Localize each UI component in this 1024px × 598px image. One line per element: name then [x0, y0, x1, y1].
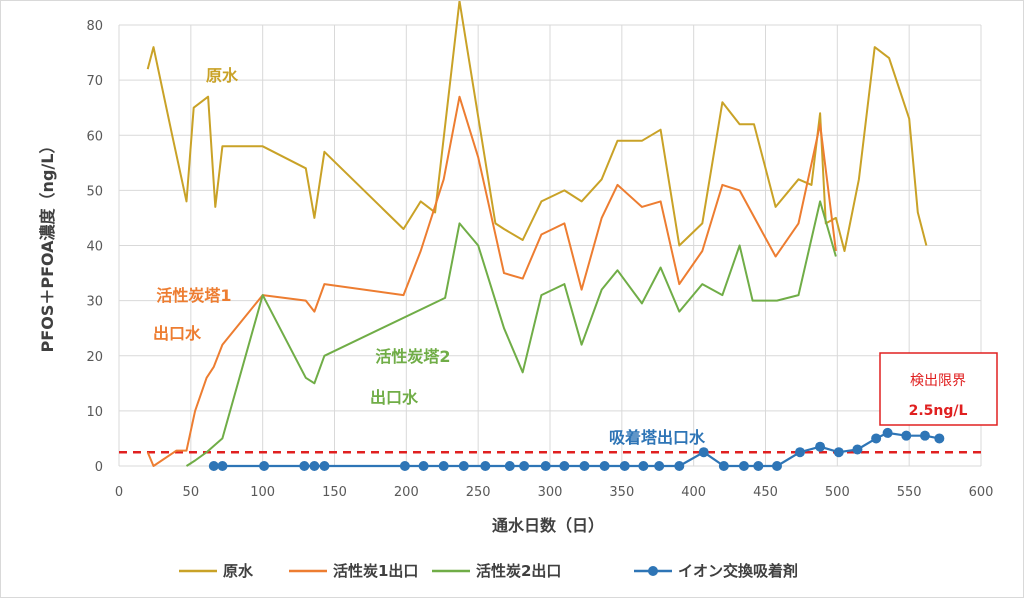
- data-point: [599, 461, 610, 471]
- data-point: [771, 461, 782, 471]
- data-point: [309, 461, 320, 471]
- series-lines: [146, 1, 945, 471]
- y-tick-label: 20: [86, 350, 103, 365]
- data-point: [919, 430, 930, 441]
- data-point: [217, 461, 228, 471]
- data-point: [299, 461, 310, 471]
- data-point: [559, 461, 570, 471]
- data-point: [794, 447, 805, 458]
- x-tick-label: 50: [183, 485, 200, 500]
- y-tick-label: 0: [95, 460, 103, 475]
- series-label-2: 活性炭塔1: [156, 286, 231, 305]
- x-tick-label: 250: [466, 485, 491, 500]
- detection-limit-label: 検出限界: [910, 373, 966, 389]
- data-point: [698, 447, 709, 458]
- series-line-4: [213, 431, 940, 468]
- data-point: [504, 461, 515, 471]
- legend-label: 活性炭2出口: [476, 562, 561, 580]
- data-point: [852, 444, 863, 455]
- data-point: [718, 461, 729, 471]
- y-tick-label: 30: [86, 295, 103, 310]
- data-point: [458, 461, 469, 471]
- series-line-3: [185, 200, 837, 467]
- x-axis-title: 通水日数（日）: [492, 516, 604, 535]
- x-tick-label: 300: [538, 485, 563, 500]
- data-point: [319, 461, 330, 471]
- x-tick-label: 450: [753, 485, 778, 500]
- x-tick-label: 400: [681, 485, 706, 500]
- data-point: [259, 461, 270, 471]
- data-point: [208, 461, 219, 471]
- data-point: [882, 427, 893, 438]
- data-point: [579, 461, 590, 471]
- data-point: [438, 461, 449, 471]
- grid-lines: [118, 24, 982, 467]
- data-point: [399, 461, 410, 471]
- legend-label: 活性炭1出口: [333, 562, 418, 580]
- data-point: [753, 461, 764, 471]
- series-label-2: 出口水: [153, 324, 202, 343]
- data-point: [815, 441, 826, 452]
- data-point: [480, 461, 491, 471]
- data-point: [418, 461, 429, 471]
- data-point: [654, 461, 665, 471]
- data-point: [833, 447, 844, 458]
- detection-limit-box: 検出限界 2.5ng/L: [879, 352, 998, 426]
- data-point: [934, 433, 945, 444]
- data-point: [540, 461, 551, 471]
- data-point: [738, 461, 749, 471]
- legend-label: イオン交換吸着剤: [678, 562, 798, 580]
- y-tick-label: 50: [86, 184, 103, 199]
- y-tick-label: 80: [86, 19, 103, 34]
- y-tick-label: 70: [86, 74, 103, 89]
- x-tick-label: 500: [825, 485, 850, 500]
- legend: 原水 活性炭1出口 活性炭2出口 イオン交換吸着剤: [179, 562, 798, 580]
- x-tick-label: 200: [394, 485, 419, 500]
- series-line-2: [146, 95, 837, 467]
- detection-limit-value: 2.5ng/L: [909, 403, 968, 419]
- legend-label: 原水: [223, 562, 254, 580]
- data-point: [871, 433, 882, 444]
- data-point: [519, 461, 530, 471]
- series-label-3: 出口水: [370, 388, 419, 407]
- series-label-1: 原水: [206, 66, 239, 85]
- x-tick-label: 100: [250, 485, 275, 500]
- x-axis-ticks: 0 50 100 150 200 250 300 350 400 450 500 550 600: [115, 485, 994, 500]
- x-tick-label: 0: [115, 485, 123, 500]
- data-point: [674, 461, 685, 471]
- series-label-3: 活性炭塔2: [375, 347, 450, 366]
- series-line-1: [146, 1, 928, 252]
- x-tick-label: 550: [897, 485, 922, 500]
- y-tick-label: 60: [86, 129, 103, 144]
- y-tick-label: 40: [86, 240, 103, 255]
- legend-marker: [648, 566, 658, 576]
- x-tick-label: 600: [969, 485, 994, 500]
- x-tick-label: 150: [322, 485, 347, 500]
- series-label-4: 吸着塔出口水: [609, 428, 706, 447]
- data-point: [901, 430, 912, 441]
- data-point: [638, 461, 649, 471]
- y-axis-ticks: 0 10 20 30 40 50 60 70 80: [86, 19, 103, 475]
- data-point: [619, 461, 630, 471]
- y-tick-label: 10: [86, 405, 103, 420]
- y-axis-title: PFOS＋PFOA濃度（ng/L）: [38, 138, 57, 353]
- x-tick-label: 350: [609, 485, 634, 500]
